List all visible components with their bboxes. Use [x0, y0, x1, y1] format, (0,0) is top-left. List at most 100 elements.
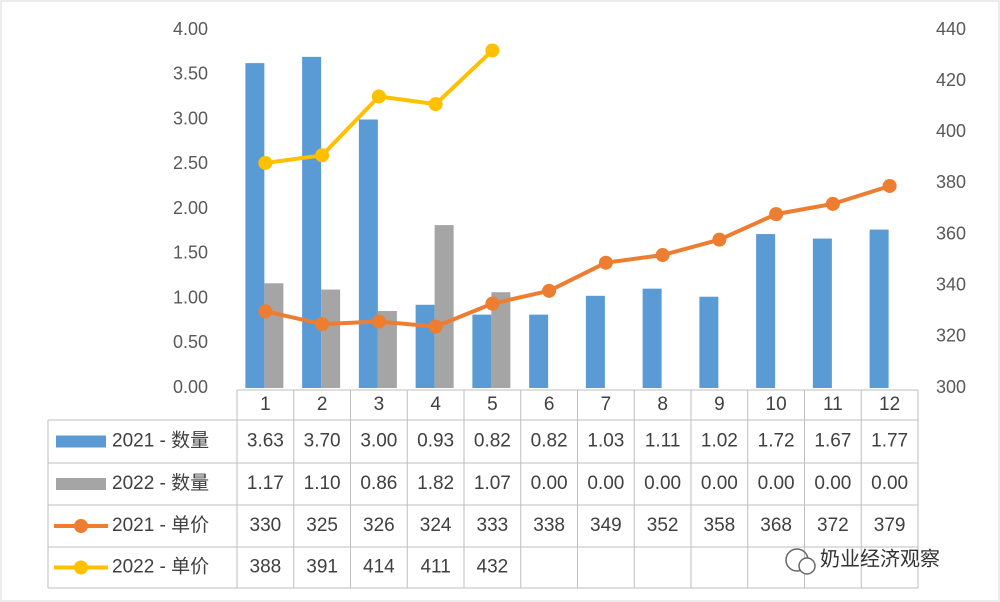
table-value: 1.03 [587, 431, 624, 452]
table-value: 0.00 [871, 473, 908, 494]
table-value: 1.07 [474, 473, 511, 494]
marker [485, 296, 500, 311]
table-value: 372 [817, 515, 849, 536]
x-tick-label: 2 [317, 394, 328, 415]
watermark: 奶业经济观察 [820, 547, 940, 570]
table-value: 1.02 [701, 431, 738, 452]
legend-swatch [74, 560, 88, 575]
line [264, 184, 891, 329]
table-value: 333 [477, 515, 509, 536]
table-value: 391 [306, 557, 338, 578]
y-tick-label: 1.00 [173, 287, 208, 307]
table-value: 326 [363, 515, 395, 536]
table-value: 0.93 [417, 431, 454, 452]
marker [428, 319, 443, 334]
marker [825, 196, 840, 211]
bar [642, 288, 662, 388]
table-value: 379 [874, 515, 906, 536]
bar [302, 56, 322, 388]
table-value: 1.67 [814, 431, 851, 452]
y-tick-label: 3.00 [173, 108, 208, 128]
x-tick-label: 7 [601, 394, 612, 415]
marker [655, 248, 670, 263]
table-value: 338 [533, 515, 565, 536]
x-tick-label: 9 [714, 394, 725, 415]
table-value: 349 [590, 515, 622, 536]
bar [321, 289, 341, 388]
table-value: 411 [420, 557, 450, 578]
table-value: 414 [363, 557, 395, 578]
y-tick-label: 4.00 [173, 19, 208, 39]
table-value: 0.00 [701, 473, 738, 494]
legend-swatch [56, 435, 106, 448]
bar [756, 234, 776, 388]
marker [485, 43, 500, 58]
table-value: 0.00 [531, 473, 568, 494]
marker [428, 97, 443, 112]
table-value: 1.72 [758, 431, 795, 452]
table-value: 1.17 [247, 473, 284, 494]
table-value: 0.00 [758, 473, 795, 494]
table-value: 1.10 [304, 473, 341, 494]
marker [371, 89, 386, 104]
y2-tick-label: 300 [936, 377, 966, 397]
legend-swatch [74, 519, 88, 533]
marker [598, 255, 613, 270]
y-tick-label: 3.50 [173, 64, 208, 84]
x-tick-label: 1 [260, 394, 271, 415]
bar [245, 63, 265, 389]
bar [529, 314, 549, 388]
x-tick-label: 4 [430, 394, 441, 415]
bar [264, 283, 284, 388]
y-tick-label: 1.50 [173, 243, 208, 263]
marker [542, 283, 557, 298]
x-tick-label: 5 [487, 394, 498, 415]
bar [415, 304, 435, 388]
y-tick-label: 0.00 [173, 377, 208, 397]
y-tick-label: 2.00 [173, 198, 208, 218]
marker [315, 148, 330, 163]
table-value: 432 [477, 557, 509, 578]
table-value: 0.82 [474, 431, 511, 452]
table-value: 330 [250, 515, 282, 536]
table-value: 325 [306, 515, 338, 536]
watermark-icon [798, 557, 816, 575]
table-value: 0.00 [814, 473, 851, 494]
x-tick-label: 11 [823, 394, 843, 415]
table-value: 1.82 [417, 473, 454, 494]
table-value: 388 [250, 557, 282, 578]
table-value: 0.00 [644, 473, 681, 494]
y2-tick-label: 440 [936, 19, 966, 39]
y2-tick-label: 400 [936, 121, 966, 141]
legend-label: 2022 - 数量 [112, 472, 209, 494]
bar [585, 295, 605, 388]
table-value: 358 [704, 515, 736, 536]
table-value: 368 [760, 515, 792, 536]
x-tick-label: 10 [766, 394, 787, 415]
table-value: 352 [647, 515, 679, 536]
table-value: 0.00 [587, 473, 624, 494]
bar [358, 119, 378, 388]
y2-tick-label: 380 [936, 172, 966, 192]
table-value: 0.82 [531, 431, 568, 452]
legend-label: 2021 - 单价 [112, 514, 209, 536]
y2-tick-label: 320 [936, 326, 966, 346]
table-value: 3.00 [360, 431, 397, 452]
table-value: 0.86 [360, 473, 397, 494]
bar [699, 296, 719, 388]
y-tick-label: 2.50 [173, 153, 208, 173]
y2-tick-label: 420 [936, 70, 966, 90]
marker [712, 232, 727, 247]
table-value: 1.11 [645, 431, 681, 452]
x-tick-label: 8 [657, 394, 668, 415]
x-tick-label: 6 [544, 394, 555, 415]
bar [377, 311, 397, 388]
marker [882, 178, 897, 193]
table-value: 3.70 [304, 431, 341, 452]
marker [258, 304, 273, 319]
bar [491, 292, 511, 388]
marker [315, 317, 330, 332]
marker [769, 207, 784, 222]
x-tick-label: 3 [374, 394, 385, 415]
